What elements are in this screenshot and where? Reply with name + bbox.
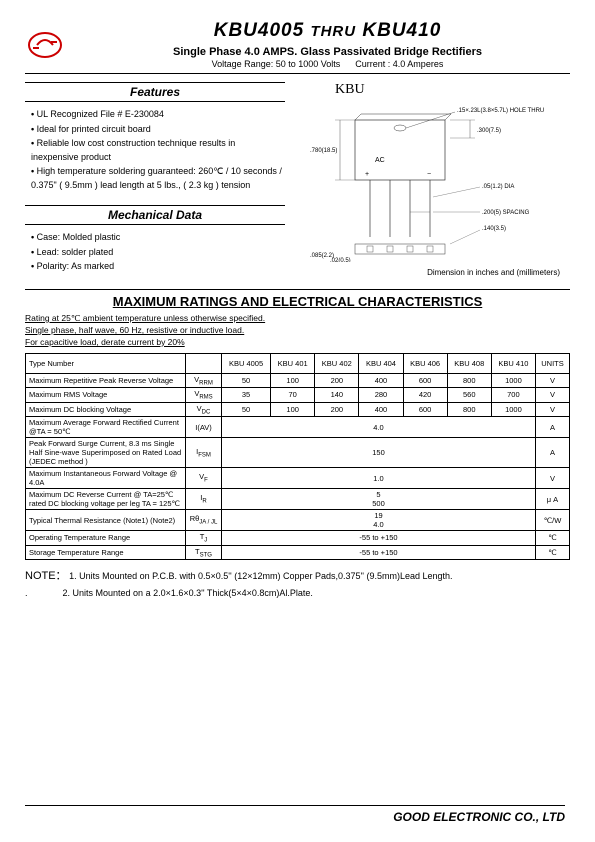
mechanical-item: Polarity: As marked [31, 260, 285, 274]
mechanical-heading: Mechanical Data [25, 205, 285, 225]
svg-text:.02(0.5): .02(0.5) [330, 258, 351, 262]
title-part-b: KBU410 [362, 20, 441, 41]
mechanical-item: Lead: solder plated [31, 246, 285, 260]
title-mid: THRU [310, 23, 356, 40]
svg-text:−: − [427, 171, 431, 178]
note-1: 1. Units Mounted on P.C.B. with 0.5×0.5'… [69, 571, 452, 581]
title-block: KBU4005 THRU KBU410 Single Phase 4.0 AMP… [85, 20, 570, 69]
notes-label: NOTE： [25, 570, 67, 582]
mechanical-item: Case: Molded plastic [31, 231, 285, 245]
dimension-note: Dimension in inches and (millimeters) [305, 268, 560, 277]
footnotes: NOTE： 1. Units Mounted on P.C.B. with 0.… [25, 568, 570, 600]
features-heading: Features [25, 82, 285, 102]
svg-text:.05(1.2) DIA: .05(1.2) DIA [482, 184, 514, 190]
footer-company: GOOD ELECTRONIC CO., LTD [25, 805, 565, 824]
svg-text:AC: AC [375, 157, 385, 164]
rating-notes: Rating at 25℃ ambient temperature unless… [25, 313, 570, 349]
feature-item: Reliable low cost construction technique… [31, 137, 285, 164]
col-type: Type Number [26, 353, 186, 373]
feature-item: UL Recognized File # E-230084 [31, 108, 285, 122]
features-list: UL Recognized File # E-230084 Ideal for … [25, 108, 285, 192]
header: KBU4005 THRU KBU410 Single Phase 4.0 AMP… [25, 20, 570, 69]
note-2: 2. Units Mounted on a 2.0×1.6×0.3'' Thic… [63, 588, 313, 598]
svg-text:.300(7.5): .300(7.5) [477, 128, 501, 134]
max-ratings-heading: MAXIMUM RATINGS AND ELECTRICAL CHARACTER… [25, 289, 570, 309]
svg-text:.200(5) SPACING: .200(5) SPACING [482, 210, 530, 216]
svg-text:.780(18.5): .780(18.5) [310, 148, 337, 154]
package-drawing-icon: .15×.23L(3.8×5.7L) HOLE THRU .300(7.5) .… [305, 102, 565, 262]
divider [25, 73, 570, 74]
svg-text:+: + [365, 171, 369, 178]
mechanical-list: Case: Molded plastic Lead: solder plated… [25, 231, 285, 274]
feature-item: High temperature soldering guaranteed: 2… [31, 165, 285, 192]
svg-text:.140(3.5): .140(3.5) [482, 226, 506, 232]
package-label: KBU [335, 82, 570, 98]
subtitle: Single Phase 4.0 AMPS. Glass Passivated … [85, 46, 570, 58]
feature-item: Ideal for printed circuit board [31, 123, 285, 137]
svg-text:.15×.23L(3.8×5.7L) HOLE THRU: .15×.23L(3.8×5.7L) HOLE THRU [457, 108, 544, 114]
title-part-a: KBU4005 [214, 20, 304, 41]
subtitle2: Voltage Range: 50 to 1000 Volts Current … [85, 59, 570, 69]
ratings-table: Type Number KBU 4005 KBU 401 KBU 402 KBU… [25, 353, 570, 561]
company-logo-icon [25, 30, 65, 60]
